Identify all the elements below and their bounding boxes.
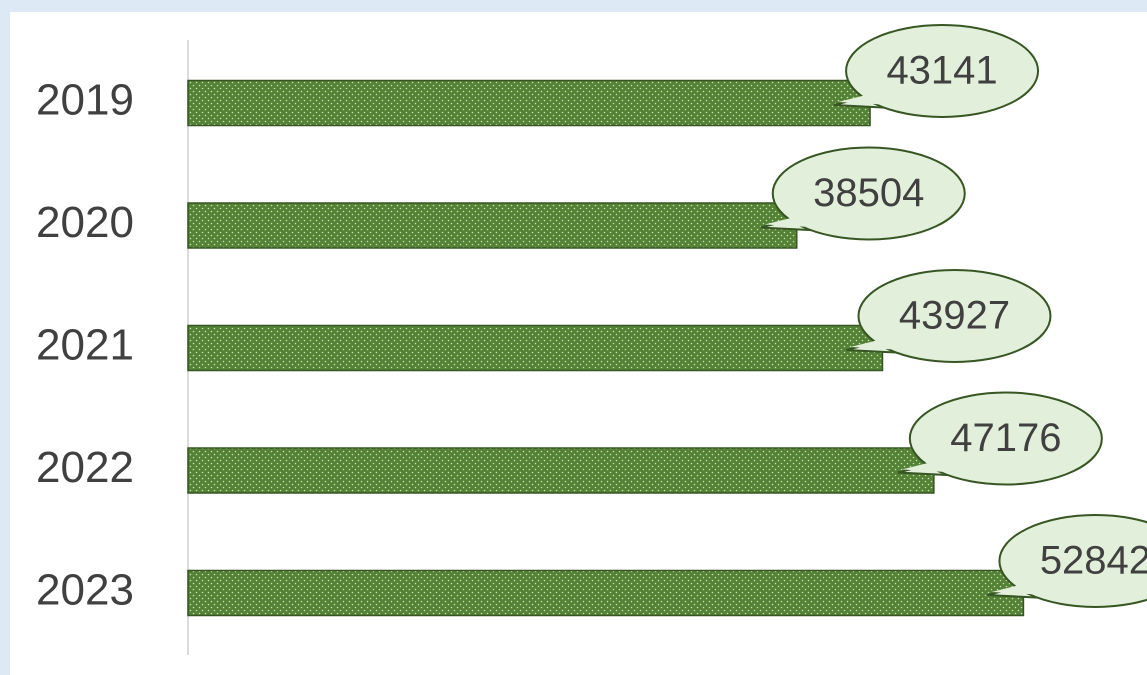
- data-label: 38504: [813, 171, 924, 215]
- y-tick-label: 2023: [36, 566, 134, 615]
- data-label: 43141: [886, 49, 997, 93]
- y-tick-label: 2019: [36, 76, 134, 125]
- callout: [771, 146, 966, 241]
- data-label: 47176: [950, 416, 1061, 460]
- bar: [187, 79, 871, 127]
- y-tick-label: 2021: [36, 321, 134, 370]
- y-tick-label: 2022: [36, 443, 134, 492]
- bar: [187, 202, 798, 249]
- callout-tail-cover: [838, 91, 911, 106]
- bar: [187, 447, 935, 494]
- bar: [187, 324, 884, 372]
- data-label: 52842: [1040, 539, 1147, 583]
- data-label: 43927: [899, 294, 1010, 338]
- callout-tail-cover: [991, 581, 1064, 596]
- callout: [845, 24, 1040, 118]
- callout-tail-cover: [850, 336, 923, 351]
- callout-tail-cover: [901, 458, 974, 474]
- callout-tail-cover: [764, 213, 837, 229]
- callout: [857, 269, 1052, 363]
- y-tick-label: 2020: [36, 198, 134, 247]
- callout: [908, 391, 1103, 486]
- bar: [187, 569, 1025, 617]
